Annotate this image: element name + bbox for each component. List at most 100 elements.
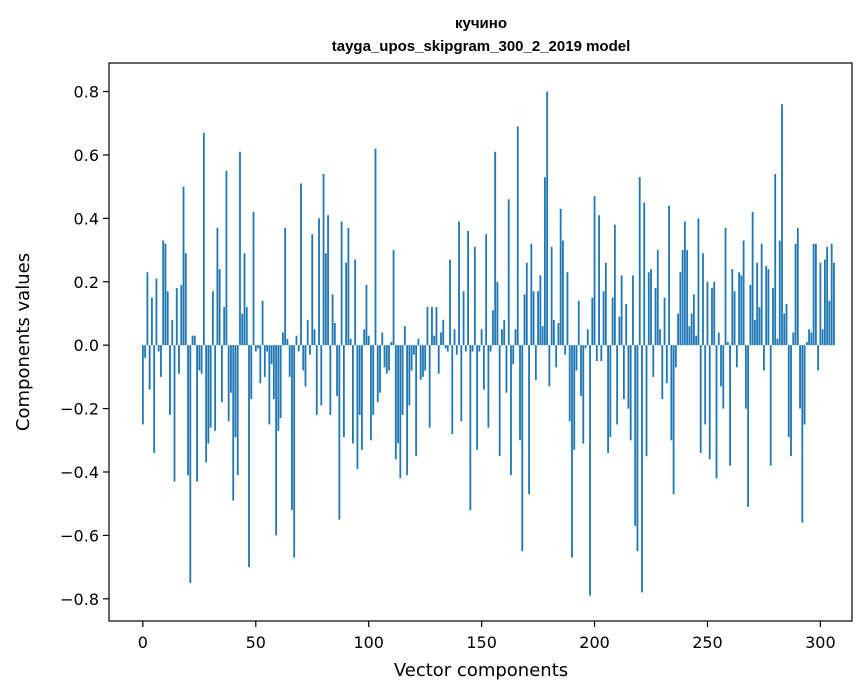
bar xyxy=(532,291,535,346)
bar xyxy=(189,345,192,583)
bar xyxy=(361,345,363,450)
bar xyxy=(595,345,598,362)
bar xyxy=(665,345,668,384)
bar xyxy=(437,345,440,374)
bar xyxy=(598,215,600,346)
bar xyxy=(663,297,666,346)
bar xyxy=(482,345,485,390)
x-tick-label: 250 xyxy=(692,633,723,652)
bar xyxy=(198,345,201,371)
bar xyxy=(758,307,761,346)
bar xyxy=(259,345,262,384)
bar xyxy=(785,303,788,346)
bar xyxy=(444,345,447,349)
bar xyxy=(236,345,239,476)
bar xyxy=(399,345,402,479)
bar xyxy=(749,284,752,346)
bar xyxy=(620,275,623,346)
bar xyxy=(401,345,404,415)
bar xyxy=(514,329,517,346)
bar xyxy=(774,173,777,346)
bar xyxy=(781,104,783,346)
bar xyxy=(257,345,259,349)
bar xyxy=(492,310,494,346)
bar xyxy=(776,338,779,346)
x-tick-label: 0 xyxy=(138,633,148,652)
bar xyxy=(751,212,754,346)
bar xyxy=(803,345,806,425)
bar xyxy=(744,345,747,409)
bar xyxy=(512,345,515,365)
bar xyxy=(787,345,790,438)
bar xyxy=(627,345,630,409)
y-axis-label: Components values xyxy=(13,253,34,431)
bar xyxy=(828,300,831,346)
bar xyxy=(629,345,632,441)
bar xyxy=(726,342,729,346)
y-tick-label: 0.4 xyxy=(74,209,99,228)
bar xyxy=(713,281,716,346)
bar xyxy=(503,319,506,346)
bar xyxy=(528,345,530,495)
bar xyxy=(227,345,230,422)
bar xyxy=(460,345,463,422)
bar xyxy=(187,345,189,476)
bar xyxy=(155,278,158,346)
bar xyxy=(281,332,284,346)
bar xyxy=(374,148,377,346)
bar xyxy=(681,250,684,346)
bar xyxy=(772,288,774,346)
bar xyxy=(223,307,226,346)
bar xyxy=(451,345,454,434)
bar xyxy=(464,345,467,352)
bar xyxy=(571,345,573,558)
bar xyxy=(449,259,451,346)
bar xyxy=(711,288,713,346)
bar xyxy=(623,345,625,400)
bar xyxy=(548,345,551,387)
bar xyxy=(821,329,824,346)
bar xyxy=(266,345,268,352)
bar xyxy=(808,329,810,346)
bar xyxy=(422,345,424,377)
bar xyxy=(453,329,456,346)
bar xyxy=(767,269,770,346)
bar xyxy=(286,338,289,346)
bar xyxy=(431,307,433,346)
bar xyxy=(345,262,348,346)
bar xyxy=(801,345,804,523)
bar xyxy=(410,345,413,371)
bar xyxy=(498,345,501,457)
bar xyxy=(562,240,564,346)
bar xyxy=(819,262,822,346)
bar xyxy=(254,345,257,352)
bar xyxy=(221,345,223,403)
bar xyxy=(564,345,567,355)
bar xyxy=(799,345,801,409)
bar xyxy=(182,186,185,346)
bar xyxy=(559,208,562,346)
bar xyxy=(245,307,248,346)
bar xyxy=(169,345,171,415)
plot-frame xyxy=(108,62,853,622)
bar xyxy=(372,345,375,415)
bar xyxy=(537,291,539,346)
x-tick-label: 150 xyxy=(466,633,497,652)
bar xyxy=(250,345,253,400)
bar xyxy=(796,227,799,346)
bar xyxy=(489,345,492,352)
bar xyxy=(659,329,661,346)
bar xyxy=(426,307,429,346)
bar xyxy=(731,269,734,346)
bar xyxy=(686,250,689,346)
bar xyxy=(478,345,481,352)
bar xyxy=(442,319,445,346)
bar xyxy=(311,234,314,346)
bar xyxy=(722,345,725,409)
bar xyxy=(365,284,368,346)
bar-series xyxy=(141,91,835,596)
bar xyxy=(277,345,280,431)
bar xyxy=(693,294,695,346)
bar xyxy=(433,335,436,346)
